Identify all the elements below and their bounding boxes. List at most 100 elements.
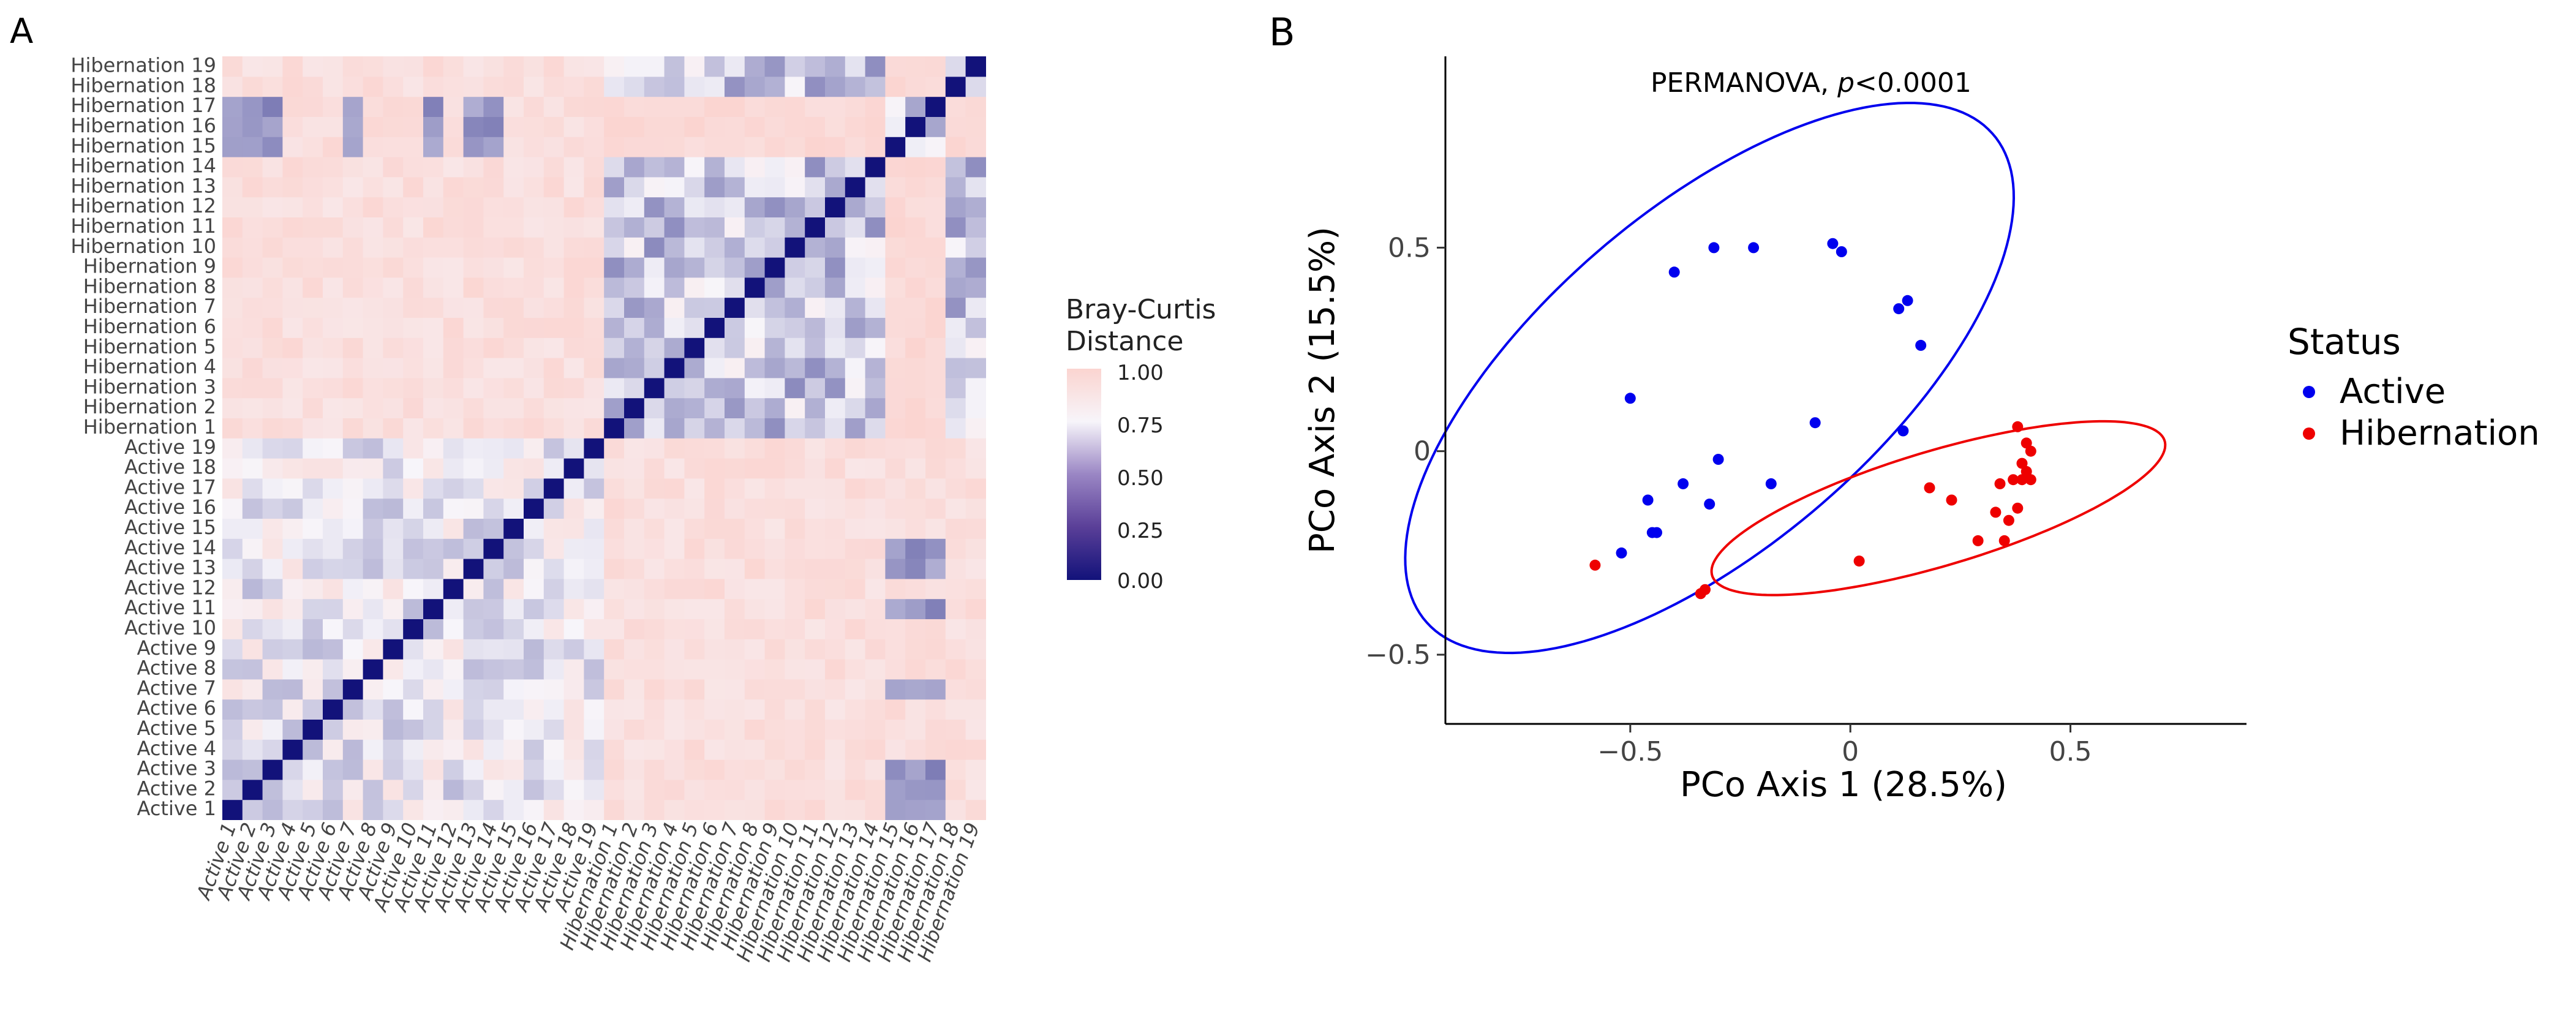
heatmap-cell-hibernation-19-x-hibernation-11 — [805, 56, 826, 77]
heatmap-cell-hibernation-9-x-active-12 — [443, 257, 464, 278]
heatmap-cell-hibernation-8-x-hibernation-17 — [925, 277, 946, 298]
heatmap-cell-active-4-x-hibernation-14 — [865, 739, 886, 760]
heatmap-cell-hibernation-11-x-hibernation-6 — [704, 217, 725, 238]
heatmap-cell-active-6-x-hibernation-8 — [744, 699, 766, 720]
heatmap-cell-active-8-x-hibernation-14 — [865, 659, 886, 680]
heatmap-cell-active-6-x-hibernation-10 — [785, 699, 805, 720]
heatmap-cell-active-2-x-hibernation-11 — [805, 779, 826, 800]
heatmap-cell-hibernation-6-x-hibernation-5 — [684, 317, 705, 338]
heatmap-cell-hibernation-3-x-active-15 — [503, 377, 524, 399]
heatmap-cell-active-4-x-hibernation-4 — [664, 739, 685, 760]
point-hibernation-17 — [1853, 555, 1865, 567]
heatmap-cell-hibernation-19-x-hibernation-3 — [644, 56, 665, 77]
heatmap-cell-hibernation-18-x-active-17 — [543, 76, 565, 97]
x-axis-label: PCo Axis 1 (28.5%) — [1680, 765, 2007, 805]
heatmap-cell-active-19-x-hibernation-9 — [764, 438, 785, 459]
heatmap-cell-hibernation-12-x-hibernation-1 — [604, 197, 625, 217]
heatmap-cell-hibernation-1-x-hibernation-12 — [825, 418, 846, 439]
heatmap-cell-hibernation-16-x-active-18 — [563, 116, 584, 137]
heatmap-cell-hibernation-11-x-hibernation-9 — [764, 217, 785, 238]
heatmap-cell-hibernation-19-x-hibernation-8 — [744, 56, 766, 77]
heatmap-cell-hibernation-14-x-hibernation-2 — [624, 157, 645, 178]
heatmap-cell-hibernation-9-x-hibernation-18 — [945, 257, 966, 278]
heatmap-cell-active-3-x-active-16 — [524, 759, 544, 780]
heatmap-cell-active-7-x-active-14 — [483, 679, 504, 700]
heatmap-cell-active-1-x-hibernation-13 — [845, 799, 866, 820]
heatmap-cell-hibernation-17-x-active-13 — [463, 96, 484, 117]
heatmap-cell-hibernation-18-x-active-13 — [463, 76, 484, 97]
point-hibernation-8 — [2025, 474, 2036, 486]
heatmap-cell-hibernation-15-x-hibernation-10 — [785, 137, 805, 157]
heatmap-cell-hibernation-12-x-active-19 — [584, 197, 604, 217]
heatmap-cell-active-12-x-active-19 — [584, 578, 604, 600]
heatmap-cells — [222, 56, 986, 820]
heatmap-cell-active-13-x-hibernation-10 — [785, 559, 805, 579]
row-label-hibernation-5: Hibernation 5 — [83, 335, 216, 358]
heatmap-cell-active-15-x-hibernation-19 — [965, 518, 986, 539]
heatmap-cell-active-11-x-hibernation-7 — [725, 598, 745, 619]
heatmap-cell-hibernation-11-x-hibernation-7 — [725, 217, 745, 238]
point-active-19 — [1616, 547, 1627, 559]
heatmap-cell-hibernation-4-x-hibernation-11 — [805, 358, 826, 378]
heatmap-cell-active-10-x-active-5 — [303, 619, 323, 639]
heatmap-cell-active-19-x-active-2 — [242, 438, 263, 459]
heatmap-cell-hibernation-16-x-active-9 — [383, 116, 404, 137]
heatmap-cell-hibernation-12-x-active-16 — [524, 197, 544, 217]
heatmap-cell-active-5-x-hibernation-7 — [725, 719, 745, 740]
heatmap-cell-hibernation-12-x-active-15 — [503, 197, 524, 217]
heatmap-cell-active-4-x-active-5 — [303, 739, 323, 760]
heatmap-cell-active-2-x-hibernation-4 — [664, 779, 685, 800]
heatmap-cell-hibernation-15-x-hibernation-18 — [945, 137, 966, 157]
heatmap-cell-hibernation-16-x-active-7 — [342, 116, 364, 137]
heatmap-cell-hibernation-1-x-active-16 — [524, 418, 544, 439]
heatmap-cell-active-2-x-hibernation-8 — [744, 779, 766, 800]
heatmap-cell-hibernation-6-x-active-7 — [342, 317, 364, 338]
heatmap-cell-active-6-x-hibernation-14 — [865, 699, 886, 720]
heatmap-cell-hibernation-12-x-hibernation-9 — [764, 197, 785, 217]
heatmap-cell-active-13-x-hibernation-5 — [684, 559, 705, 579]
heatmap-cell-hibernation-19-x-active-11 — [423, 56, 444, 77]
heatmap-cell-hibernation-4-x-hibernation-16 — [905, 358, 926, 378]
heatmap-cell-hibernation-4-x-hibernation-4 — [664, 358, 685, 378]
heatmap-cell-hibernation-4-x-active-10 — [403, 358, 424, 378]
heatmap-cell-active-10-x-hibernation-14 — [865, 619, 886, 639]
heatmap-cell-hibernation-1-x-active-11 — [423, 418, 444, 439]
heatmap-cell-active-9-x-active-15 — [503, 639, 524, 660]
heatmap-cell-hibernation-6-x-active-10 — [403, 317, 424, 338]
heatmap-cell-hibernation-17-x-hibernation-18 — [945, 96, 966, 117]
heatmap-cell-hibernation-2-x-active-7 — [342, 397, 364, 418]
heatmap-cell-active-16-x-hibernation-7 — [725, 498, 745, 519]
heatmap-cell-active-1-x-hibernation-5 — [684, 799, 705, 820]
heatmap-cell-hibernation-15-x-active-15 — [503, 137, 524, 157]
heatmap-cell-active-11-x-active-10 — [403, 598, 424, 619]
heatmap-cell-hibernation-9-x-active-4 — [282, 257, 303, 278]
heatmap-cell-hibernation-16-x-hibernation-15 — [885, 116, 906, 137]
x-tick-label-2: 0.5 — [2049, 736, 2092, 767]
heatmap-cell-active-16-x-hibernation-3 — [644, 498, 665, 519]
heatmap-cell-active-14-x-hibernation-5 — [684, 538, 705, 559]
heatmap-cell-active-8-x-active-5 — [303, 659, 323, 680]
heatmap-cell-hibernation-13-x-hibernation-9 — [764, 176, 785, 198]
heatmap-cell-active-6-x-hibernation-19 — [965, 699, 986, 720]
heatmap-cell-active-7-x-hibernation-2 — [624, 679, 645, 700]
heatmap-cell-active-10-x-active-18 — [563, 619, 584, 639]
heatmap-cell-active-2-x-hibernation-3 — [644, 779, 665, 800]
heatmap-cell-hibernation-8-x-active-11 — [423, 277, 444, 298]
heatmap-cell-active-10-x-active-12 — [443, 619, 464, 639]
heatmap-cell-hibernation-5-x-active-16 — [524, 337, 544, 358]
heatmap-cell-hibernation-11-x-active-6 — [323, 217, 344, 238]
heatmap-cell-active-11-x-hibernation-18 — [945, 598, 966, 619]
heatmap-cell-hibernation-10-x-active-12 — [443, 237, 464, 258]
heatmap-cell-hibernation-19-x-active-12 — [443, 56, 464, 77]
heatmap-cell-hibernation-18-x-hibernation-10 — [785, 76, 805, 97]
heatmap-cell-active-11-x-active-12 — [443, 598, 464, 619]
heatmap-cell-hibernation-3-x-hibernation-17 — [925, 377, 946, 399]
row-label-hibernation-9: Hibernation 9 — [83, 255, 216, 278]
heatmap-cell-hibernation-15-x-hibernation-6 — [704, 137, 725, 157]
heatmap-cell-hibernation-9-x-hibernation-8 — [744, 257, 766, 278]
heatmap-cell-hibernation-16-x-hibernation-7 — [725, 116, 745, 137]
heatmap-cell-active-17-x-active-12 — [443, 478, 464, 499]
heatmap-cell-active-10-x-active-10 — [403, 619, 424, 639]
heatmap-cell-hibernation-3-x-active-11 — [423, 377, 444, 399]
heatmap-cell-active-2-x-active-19 — [584, 779, 604, 800]
